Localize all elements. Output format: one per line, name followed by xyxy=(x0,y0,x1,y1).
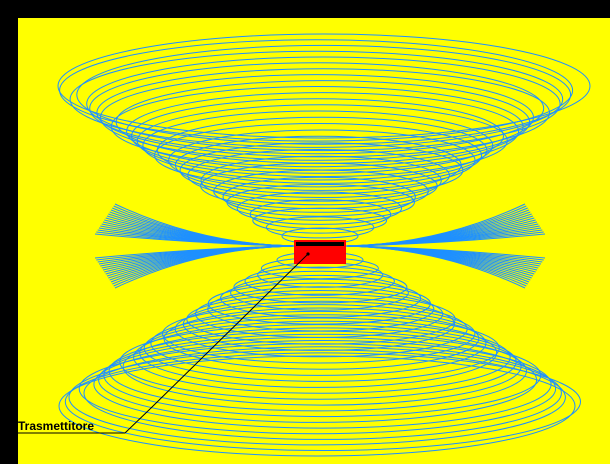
field-line-upper xyxy=(156,116,488,184)
field-line-upper xyxy=(222,176,416,217)
field-line-equatorial xyxy=(114,245,526,289)
leader-connector xyxy=(124,408,151,434)
field-line-equatorial xyxy=(114,203,526,247)
magnetic-field-lines xyxy=(57,33,591,457)
field-line-lower xyxy=(58,355,576,457)
field-line-upper xyxy=(154,123,483,188)
field-line-lower xyxy=(233,270,408,304)
field-line-lower xyxy=(150,310,487,376)
leader-dot xyxy=(306,252,310,256)
field-line-lower xyxy=(78,343,557,435)
field-line-upper xyxy=(57,33,591,139)
field-line-upper xyxy=(86,56,561,152)
transmitter xyxy=(294,240,346,264)
field-line-lower xyxy=(93,340,552,429)
field-line-upper xyxy=(76,44,572,145)
field-line-lower xyxy=(68,349,566,446)
field-line-lower xyxy=(83,346,562,440)
field-line-upper xyxy=(110,86,524,168)
field-line-upper xyxy=(236,191,403,225)
field-line-upper xyxy=(69,50,564,148)
field-line-lower xyxy=(244,266,395,296)
field-line-upper xyxy=(89,62,545,155)
field-line-lower xyxy=(122,327,522,406)
field-line-upper xyxy=(265,216,375,239)
field-line-lower xyxy=(230,274,409,311)
field-line-upper xyxy=(126,92,520,171)
transmitter-band xyxy=(296,242,344,246)
transmitter-label: Trasmettitore xyxy=(18,419,94,433)
leader-line xyxy=(149,253,309,410)
field-line-upper xyxy=(200,155,442,206)
field-line-upper xyxy=(59,39,574,142)
field-line-lower xyxy=(143,314,500,382)
field-line-lower xyxy=(64,352,581,452)
label-leader xyxy=(18,252,310,434)
